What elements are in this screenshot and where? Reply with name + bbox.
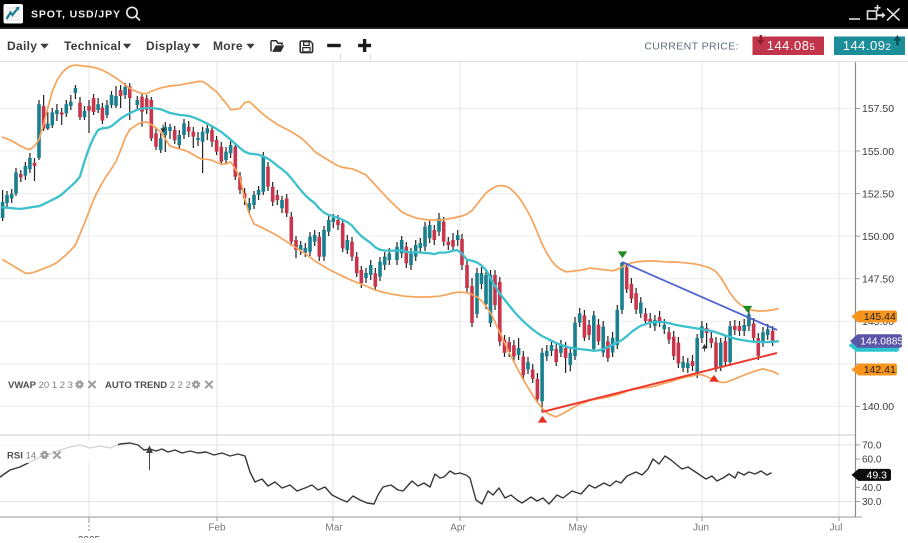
svg-text:152.50: 152.50	[862, 188, 894, 200]
svg-text:70.0: 70.0	[862, 440, 882, 451]
svg-text:Technical: Technical	[64, 39, 121, 53]
svg-text:145.44: 145.44	[864, 311, 896, 323]
svg-text:Jul: Jul	[830, 523, 843, 534]
svg-text:SPOT, USD/JPY: SPOT, USD/JPY	[31, 9, 121, 21]
svg-text:40.0: 40.0	[862, 483, 882, 494]
svg-text:Apr: Apr	[450, 523, 466, 534]
svg-text:49.3: 49.3	[867, 470, 888, 482]
svg-text:Feb: Feb	[208, 523, 226, 534]
svg-text:150.00: 150.00	[862, 231, 894, 243]
svg-text:60.0: 60.0	[862, 455, 882, 466]
svg-text:Jun: Jun	[693, 523, 709, 534]
svg-text:144.085: 144.085	[767, 38, 816, 53]
svg-text:CURRENT PRICE:: CURRENT PRICE:	[644, 41, 739, 53]
svg-text:May: May	[569, 523, 588, 534]
svg-text:VWAP 20 1 2 3: VWAP 20 1 2 3	[8, 380, 73, 391]
svg-text:144.092: 144.092	[843, 38, 892, 53]
svg-text:30.0: 30.0	[862, 497, 882, 508]
svg-text:More: More	[213, 39, 243, 53]
svg-text:Mar: Mar	[325, 523, 343, 534]
svg-text:142.41: 142.41	[864, 364, 896, 376]
svg-text:144.0885: 144.0885	[860, 337, 903, 348]
svg-text:147.50: 147.50	[862, 274, 894, 286]
svg-text:AUTO TREND 2 2 2: AUTO TREND 2 2 2	[105, 380, 191, 391]
svg-text:Daily: Daily	[7, 39, 37, 53]
svg-text:155.00: 155.00	[862, 146, 894, 158]
svg-text:Display: Display	[146, 39, 191, 53]
svg-text:157.50: 157.50	[862, 103, 894, 115]
svg-text:140.00: 140.00	[862, 401, 894, 413]
svg-text:RSI 14: RSI 14	[7, 451, 36, 462]
